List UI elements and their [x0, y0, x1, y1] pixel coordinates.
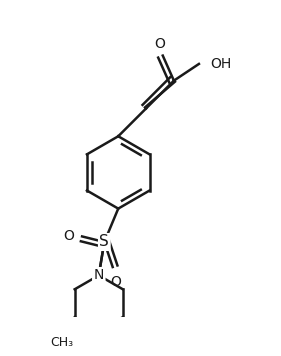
Text: OH: OH [210, 57, 231, 71]
Text: O: O [63, 229, 74, 244]
Text: N: N [94, 268, 104, 282]
Text: N: N [94, 268, 104, 282]
Text: O: O [110, 276, 121, 289]
Text: O: O [155, 37, 166, 51]
Text: S: S [99, 235, 109, 250]
Text: CH₃: CH₃ [51, 336, 74, 349]
